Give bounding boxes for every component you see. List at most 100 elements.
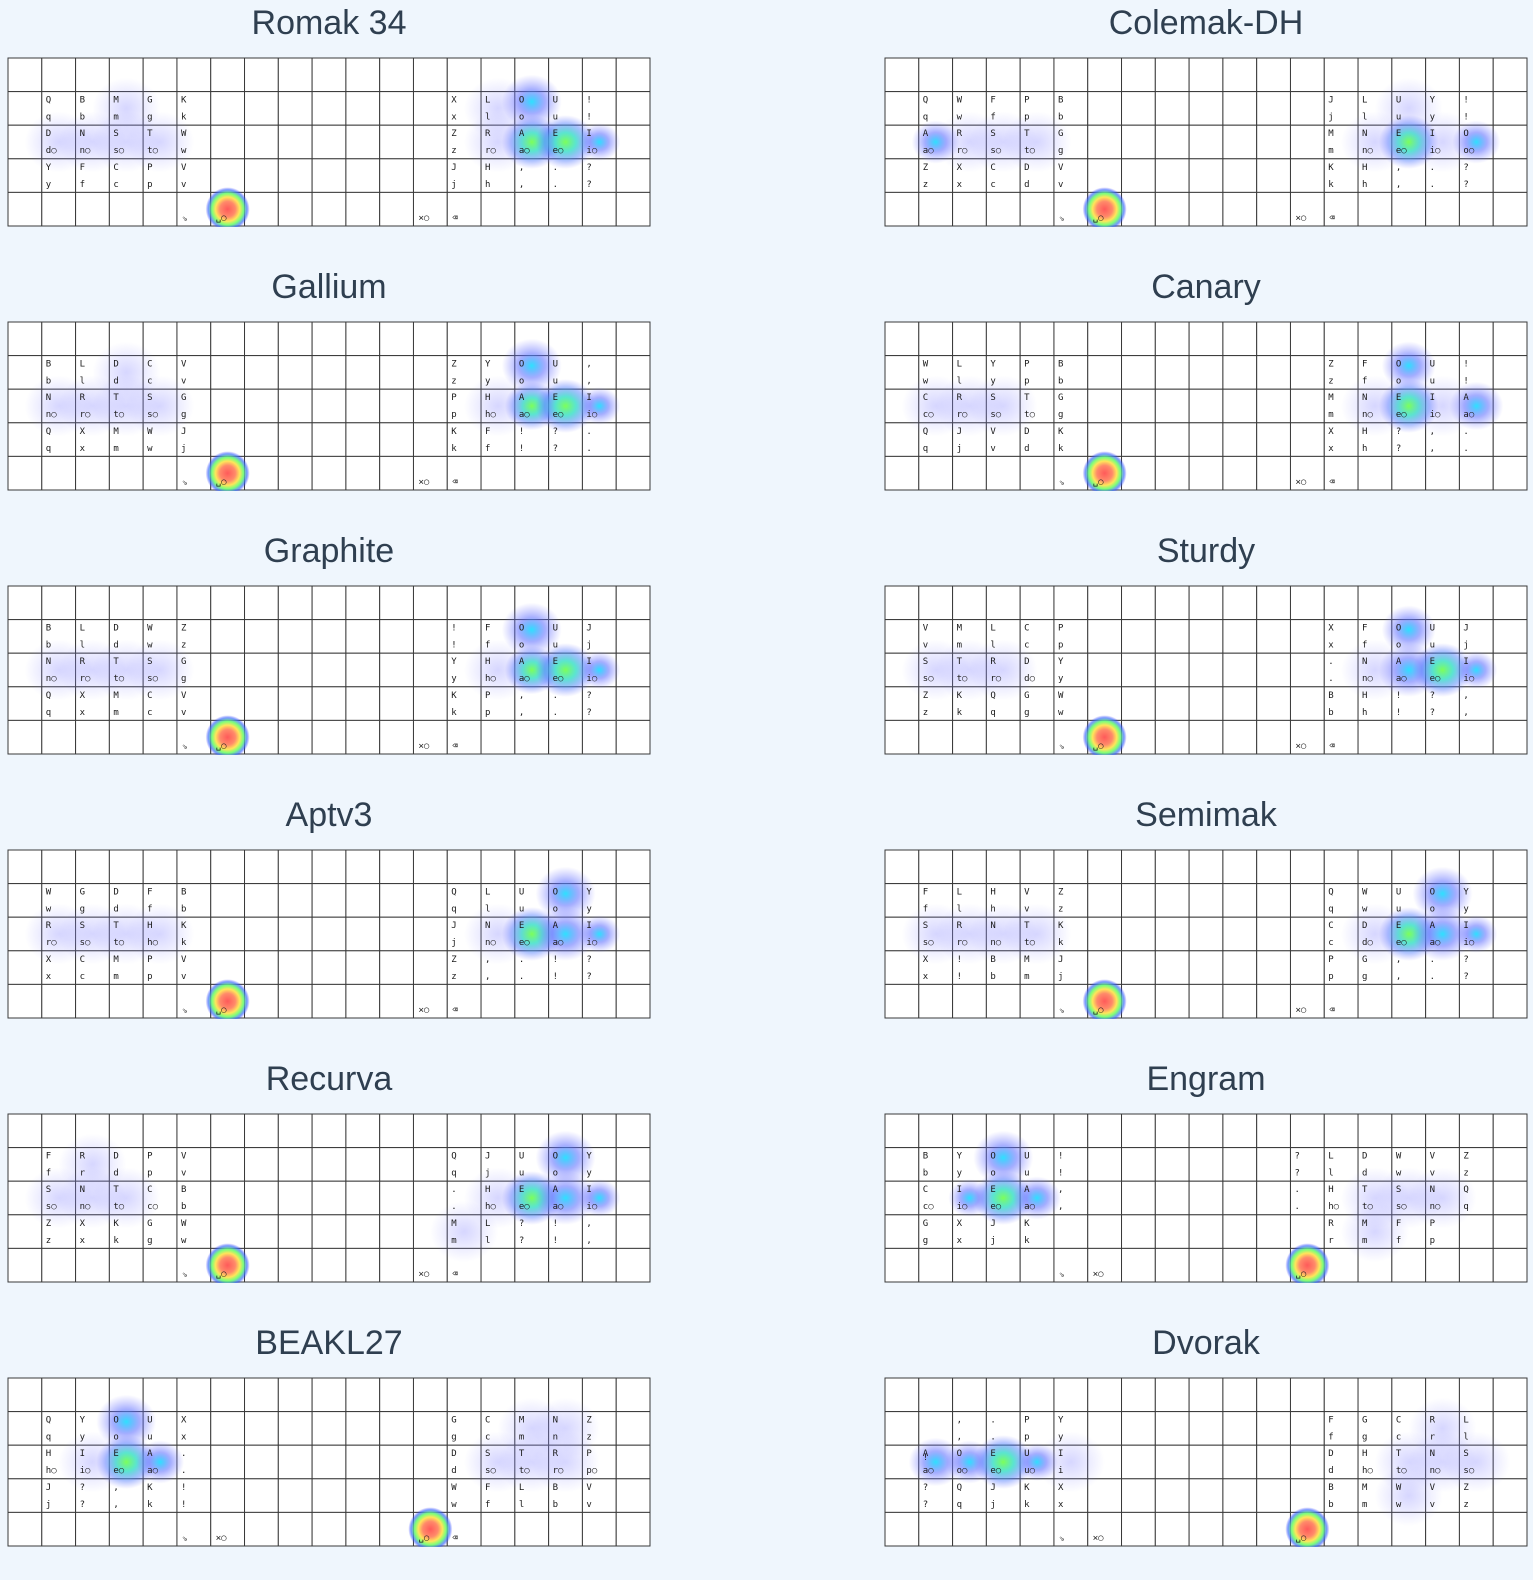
key-cell xyxy=(952,1511,987,1547)
key-label-lower: g xyxy=(1058,410,1063,420)
key-label-upper: S xyxy=(80,921,85,931)
key-label-lower: , xyxy=(485,972,490,982)
key-cell xyxy=(7,849,43,885)
key-cell xyxy=(379,1113,414,1149)
key-label-upper: J xyxy=(46,1483,51,1493)
key-label-lower: u xyxy=(553,377,558,387)
key-cell xyxy=(311,1511,347,1547)
key-label-upper: J xyxy=(990,1483,995,1493)
key-cell xyxy=(446,1478,482,1513)
key-label-upper: B xyxy=(80,96,85,106)
key-cell xyxy=(176,585,212,621)
key-cell xyxy=(142,585,178,621)
key-cell xyxy=(412,124,448,160)
key-cell xyxy=(142,1478,178,1513)
key-label-upper: Q xyxy=(923,427,928,437)
key-label-upper: G xyxy=(1362,1416,1367,1426)
key-cell xyxy=(1222,652,1258,688)
thumb-key-label: ⇘ xyxy=(182,741,187,751)
key-label-upper: C xyxy=(147,1185,152,1195)
key-label-upper: A xyxy=(923,129,929,139)
key-label-lower: h○ xyxy=(485,1202,496,1212)
key-label-upper: , xyxy=(1430,427,1435,437)
key-cell xyxy=(1391,849,1427,885)
key-cell xyxy=(1222,1377,1258,1413)
key-label-lower: m xyxy=(1328,410,1333,420)
key-label-upper: S xyxy=(990,129,995,139)
key-cell xyxy=(1492,1147,1528,1182)
key-cell xyxy=(985,1511,1021,1547)
key-label-lower: e○ xyxy=(1396,146,1407,156)
key-label-upper: V xyxy=(1058,163,1064,173)
key-label-lower: b xyxy=(1328,708,1333,718)
key-cell xyxy=(1323,321,1359,357)
key-label-lower: g xyxy=(451,1433,456,1443)
key-label-upper: Z xyxy=(1463,1483,1469,1493)
key-label-lower: z xyxy=(923,180,928,190)
key-cell xyxy=(1087,422,1123,457)
key-cell xyxy=(1256,1214,1291,1249)
key-cell xyxy=(41,1377,77,1413)
key-label-lower: z xyxy=(586,1433,591,1443)
key-cell xyxy=(311,1478,347,1513)
key-label-upper: G xyxy=(80,888,85,898)
key-label-lower: b xyxy=(553,1500,558,1510)
key-cell xyxy=(1154,585,1190,621)
key-cell xyxy=(244,91,279,126)
key-cell xyxy=(1289,321,1325,357)
key-cell xyxy=(142,983,178,1019)
key-label-lower: q xyxy=(46,1433,51,1443)
key-label-lower: t○ xyxy=(1396,1466,1407,1476)
key-cell xyxy=(210,355,246,390)
key-label-upper: Y xyxy=(990,360,996,370)
key-label-upper: L xyxy=(957,888,962,898)
key-label-upper: N xyxy=(990,921,995,931)
heat-blob xyxy=(58,1431,127,1493)
heat-blob xyxy=(973,1435,1034,1489)
heat-blob xyxy=(1374,77,1443,139)
key-label-upper: C xyxy=(1024,624,1029,634)
key-cell xyxy=(277,1444,313,1480)
key-cell xyxy=(1357,191,1393,227)
key-cell xyxy=(277,916,313,952)
key-label-upper: U xyxy=(1396,888,1401,898)
key-label-lower: y xyxy=(1463,905,1469,915)
key-cell xyxy=(1019,983,1055,1019)
key-label-lower: p xyxy=(1058,641,1063,651)
key-label-upper: , xyxy=(519,691,524,701)
key-label-lower: ! xyxy=(586,113,591,123)
key-label-lower: f xyxy=(485,444,490,454)
key-label-lower: . xyxy=(990,1433,995,1443)
key-cell xyxy=(75,191,110,227)
heat-hotspot xyxy=(205,715,250,755)
key-cell xyxy=(311,652,347,688)
key-label-upper: M xyxy=(1362,1219,1368,1229)
key-cell xyxy=(1154,1147,1190,1182)
heat-blob xyxy=(92,341,161,403)
keyboard-svg: BbLlDdCcVvZzYyOoUu,,Nn○Rr○Tt○Ss○GgPpHh○A… xyxy=(7,321,651,491)
key-cell xyxy=(75,1247,110,1283)
layout-title: Graphite xyxy=(263,532,395,570)
key-cell xyxy=(1154,950,1190,985)
key-label-upper: C xyxy=(113,163,118,173)
key-cell xyxy=(412,849,448,885)
key-cell xyxy=(1222,619,1258,654)
key-label-lower: x xyxy=(957,180,963,190)
key-cell xyxy=(918,1147,954,1182)
key-cell xyxy=(952,191,987,227)
key-label-upper: T xyxy=(1024,129,1030,139)
key-cell xyxy=(1222,1113,1258,1149)
key-label-lower: h xyxy=(1362,180,1367,190)
key-cell xyxy=(311,883,347,918)
keyboard-svg: WwLlYyPpBbZzFfOoUu!!Cc○Rr○Ss○Tt○GgMmNn○E… xyxy=(884,321,1528,491)
key-label-upper: Z xyxy=(451,129,457,139)
key-cell xyxy=(1425,321,1460,357)
thumb-key-label: ✕○ xyxy=(1295,741,1306,751)
key-cell xyxy=(379,422,414,457)
key-label-lower: f xyxy=(1328,1433,1333,1443)
key-label-upper: A xyxy=(923,1449,929,1459)
key-cell xyxy=(176,1247,212,1283)
heat-blob xyxy=(136,1440,185,1484)
key-label-lower: m xyxy=(1328,146,1333,156)
